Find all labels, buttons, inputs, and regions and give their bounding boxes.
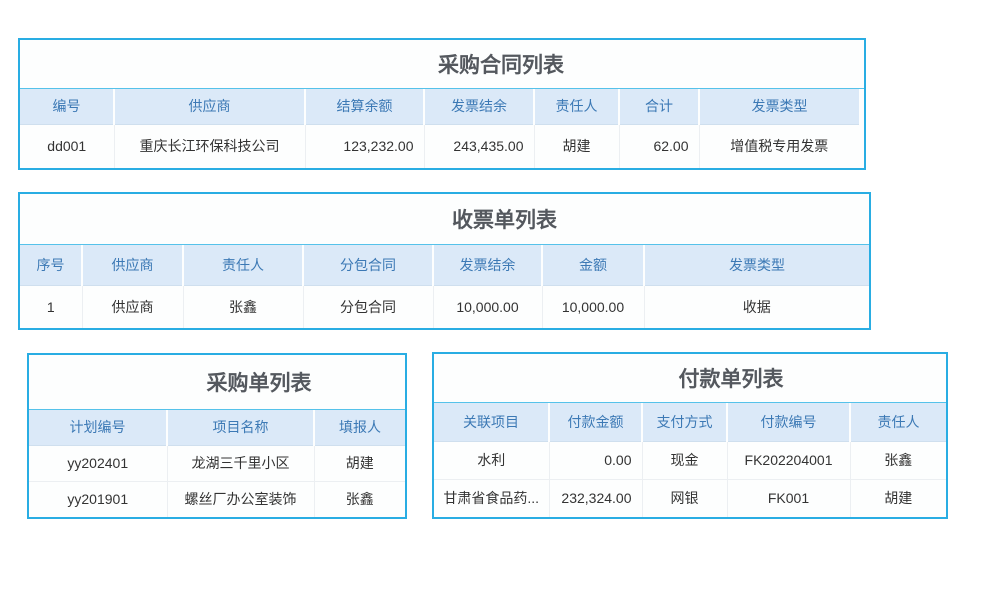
table-cell: FK001 <box>727 479 851 517</box>
table-cell: 螺丝厂办公室装饰 <box>167 481 315 517</box>
column-header-5: 合计 <box>619 89 700 125</box>
table-cell: dd001 <box>20 124 115 168</box>
column-header-0: 序号 <box>20 245 83 286</box>
column-header-0: 关联项目 <box>434 403 550 442</box>
column-header-1: 供应商 <box>114 89 306 125</box>
column-header-2: 填报人 <box>314 410 405 446</box>
column-header-3: 分包合同 <box>303 245 434 286</box>
column-header-3: 付款编号 <box>727 403 851 442</box>
table-row[interactable]: yy202401 龙湖三千里小区 胡建 <box>29 445 405 482</box>
receipt-list-panel: 收票单列表 序号 供应商 责任人 分包合同 发票结余 金额 发票类型 1 供应商 张鑫 分包合同 10… <box>18 192 871 330</box>
column-header-0: 计划编号 <box>29 410 168 446</box>
table-row[interactable]: 1 供应商 张鑫 分包合同 10,000.00 10,000.00 收据 <box>20 285 869 328</box>
column-header-5: 金额 <box>542 245 645 286</box>
table-cell: 网银 <box>642 479 728 517</box>
payment-table: 关联项目 付款金额 支付方式 付款编号 责任人 水利 0.00 现金 FK202204001 张鑫… <box>434 403 946 517</box>
table-cell: 123,232.00 <box>305 124 425 168</box>
table-cell: 分包合同 <box>303 285 434 328</box>
table-cell: 胡建 <box>314 445 405 482</box>
table-cell: 现金 <box>642 441 728 480</box>
table-cell: 供应商 <box>82 285 184 328</box>
column-header-4: 责任人 <box>850 403 946 442</box>
purchase-contract-table: 编号 供应商 结算余额 发票结余 责任人 合计 发票类型 dd001 重庆长江环保科技公司 123… <box>20 89 859 168</box>
header-row: 序号 供应商 责任人 分包合同 发票结余 金额 发票类型 <box>20 245 869 286</box>
purchase-order-table: 计划编号 项目名称 填报人 yy202401 龙湖三千里小区 胡建 yy201901 螺丝厂办… <box>29 410 405 517</box>
table-cell: yy202401 <box>29 445 168 482</box>
column-header-4: 责任人 <box>534 89 620 125</box>
purchase-contract-list-panel: 采购合同列表 编号 供应商 结算余额 发票结余 责任人 合计 发票类型 dd001 重庆长江环保… <box>18 38 866 170</box>
table-cell: 10,000.00 <box>433 285 543 328</box>
table-cell: 1 <box>20 285 83 328</box>
purchase-order-list-panel: 采购单列表 计划编号 项目名称 填报人 yy202401 龙湖三千里小区 胡建 yy2019… <box>27 353 407 519</box>
header-row: 计划编号 项目名称 填报人 <box>29 410 405 446</box>
column-header-6: 发票类型 <box>699 89 859 125</box>
table-cell: 增值税专用发票 <box>699 124 859 168</box>
table-row[interactable]: yy201901 螺丝厂办公室装饰 张鑫 <box>29 481 405 517</box>
column-header-1: 付款金额 <box>549 403 643 442</box>
table-cell: 张鑫 <box>183 285 304 328</box>
payment-list-panel: 付款单列表 关联项目 付款金额 支付方式 付款编号 责任人 水利 0.00 现金 FK20220… <box>432 352 948 519</box>
column-header-3: 发票结余 <box>424 89 535 125</box>
table-cell: 232,324.00 <box>549 479 643 517</box>
table-cell: 水利 <box>434 441 550 480</box>
table-row[interactable]: 甘肃省食品药... 232,324.00 网银 FK001 胡建 <box>434 479 946 517</box>
payment-list-title: 付款单列表 <box>434 354 946 403</box>
table-cell: 243,435.00 <box>424 124 535 168</box>
table-cell: 张鑫 <box>314 481 405 517</box>
table-title-text: 付款单列表 <box>678 368 784 391</box>
purchase-order-list-title: 采购单列表 <box>29 355 405 410</box>
table-row[interactable]: 水利 0.00 现金 FK202204001 张鑫 <box>434 441 946 480</box>
table-cell: FK202204001 <box>727 441 851 480</box>
column-header-1: 项目名称 <box>167 410 315 446</box>
table-cell: yy201901 <box>29 481 168 517</box>
column-header-0: 编号 <box>20 89 115 125</box>
receipt-list-title: 收票单列表 <box>20 194 869 245</box>
column-header-4: 发票结余 <box>433 245 543 286</box>
column-header-2: 结算余额 <box>305 89 425 125</box>
table-title-text: 采购合同列表 <box>438 54 564 77</box>
header-row: 关联项目 付款金额 支付方式 付款编号 责任人 <box>434 403 946 442</box>
table-cell: 胡建 <box>534 124 620 168</box>
table-row[interactable]: dd001 重庆长江环保科技公司 123,232.00 243,435.00 胡建 62.… <box>20 124 859 168</box>
table-cell: 重庆长江环保科技公司 <box>114 124 306 168</box>
table-cell: 胡建 <box>850 479 946 517</box>
table-cell: 甘肃省食品药... <box>434 479 550 517</box>
table-cell: 10,000.00 <box>542 285 645 328</box>
table-cell: 张鑫 <box>850 441 946 480</box>
table-title-text: 采购单列表 <box>206 372 312 395</box>
table-title-text: 收票单列表 <box>452 209 557 232</box>
table-cell: 龙湖三千里小区 <box>167 445 315 482</box>
column-header-2: 责任人 <box>183 245 304 286</box>
receipt-table: 序号 供应商 责任人 分包合同 发票结余 金额 发票类型 1 供应商 张鑫 分包合同 10,000.0… <box>20 245 869 328</box>
column-header-1: 供应商 <box>82 245 184 286</box>
purchase-contract-list-title: 采购合同列表 <box>20 40 864 89</box>
column-header-6: 发票类型 <box>644 245 869 286</box>
column-header-2: 支付方式 <box>642 403 728 442</box>
table-cell: 收据 <box>644 285 869 328</box>
table-cell: 62.00 <box>619 124 700 168</box>
header-row: 编号 供应商 结算余额 发票结余 责任人 合计 发票类型 <box>20 89 859 125</box>
table-cell: 0.00 <box>549 441 643 480</box>
